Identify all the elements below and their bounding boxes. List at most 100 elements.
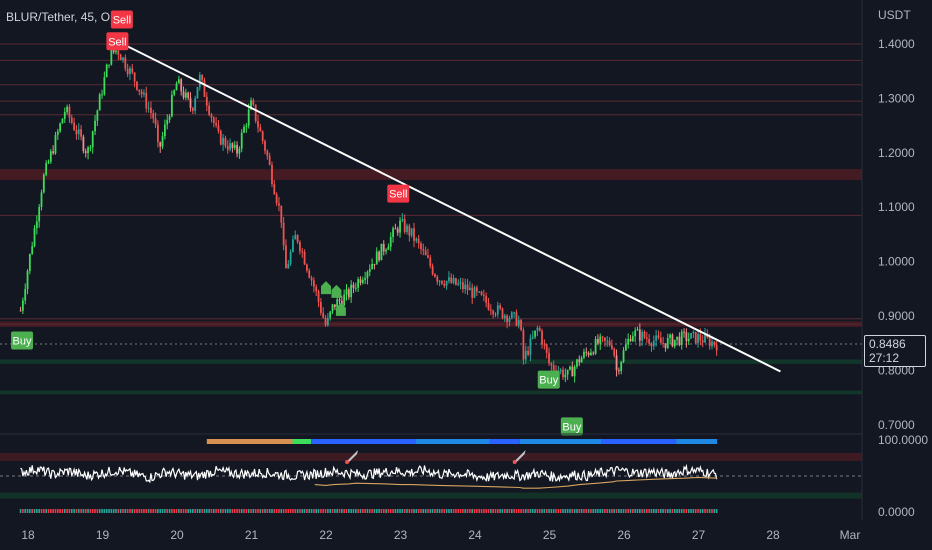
histogram-bar [625, 509, 627, 513]
histogram-bar [180, 509, 182, 513]
candle-body [669, 334, 671, 338]
candle-body [212, 117, 215, 124]
candle-body [194, 98, 197, 111]
trendline[interactable] [116, 40, 781, 373]
pattern-marker [335, 302, 346, 316]
histogram-bar [271, 509, 273, 513]
candle-body [636, 329, 639, 331]
candle-body [534, 330, 536, 337]
candle-body [198, 74, 201, 88]
candle-body [597, 338, 599, 344]
histogram-bar [280, 509, 283, 513]
candle-body [166, 119, 169, 125]
candle-body [464, 284, 467, 290]
histogram-bar [98, 509, 101, 513]
histogram-bar [394, 509, 397, 513]
candle-body [659, 338, 662, 343]
histogram-bar [245, 509, 248, 513]
histogram-bar [306, 509, 308, 513]
histogram-bar [154, 509, 157, 513]
sell-signal-box [106, 32, 129, 51]
histogram-bar [101, 509, 103, 513]
candle-body [399, 220, 401, 233]
histogram-bar [571, 509, 574, 513]
indicator-pane [0, 433, 862, 513]
histogram-bar [131, 509, 134, 513]
histogram-bar [324, 509, 327, 513]
candle-body [343, 294, 346, 306]
histogram-bar [185, 509, 187, 513]
candle-body [389, 236, 392, 247]
histogram-bar [285, 509, 287, 513]
histogram-bar [401, 509, 404, 513]
histogram-bar [692, 509, 695, 513]
candle-body [138, 89, 141, 92]
histogram-bar [501, 509, 504, 513]
candle-body [461, 282, 464, 290]
candle-body [70, 117, 73, 123]
candle-body [645, 337, 648, 339]
histogram-bar [192, 509, 194, 513]
bar-countdown: 27:12 [869, 351, 900, 365]
price-tick-label: 1.1000 [878, 200, 915, 214]
candle-body [559, 369, 562, 372]
candle-body [280, 205, 283, 223]
candle-body [152, 113, 155, 119]
candle-body [541, 330, 543, 345]
candle-body [357, 279, 360, 288]
candle-body [126, 68, 129, 75]
candle-body [56, 131, 59, 135]
histogram-bar [224, 509, 227, 513]
histogram-bar [29, 509, 31, 513]
histogram-bar [639, 509, 641, 513]
candle-body [590, 352, 592, 355]
histogram-bar [103, 509, 106, 513]
candle-body [147, 107, 150, 109]
histogram-bar [715, 509, 718, 513]
candle-body [545, 344, 548, 353]
histogram-bar [608, 509, 611, 513]
candle-body [406, 225, 408, 233]
chart-title: BLUR/Tether, 45, O [6, 10, 111, 24]
candle-body [257, 121, 259, 128]
histogram-bar [555, 509, 557, 513]
histogram-bar [422, 509, 425, 513]
rocket-flame [512, 460, 517, 464]
candle-body [224, 137, 227, 147]
time-tick-label: 28 [766, 528, 780, 542]
time-tick-label: 26 [617, 528, 631, 542]
sell-signal: Sell [110, 10, 133, 29]
histogram-bar [576, 509, 578, 513]
histogram-bar [694, 509, 697, 513]
price-tick-label: 0.7000 [878, 418, 915, 432]
histogram-bar [417, 509, 420, 513]
candle-body [301, 251, 304, 253]
candle-body [368, 269, 371, 272]
candle-body [159, 142, 162, 147]
histogram-bar [585, 509, 588, 513]
candle-body [662, 342, 665, 344]
candle-body [299, 241, 301, 252]
histogram-bar [548, 509, 550, 513]
candle-body [24, 289, 27, 301]
candle-body [250, 100, 252, 110]
histogram-bar [138, 509, 141, 513]
candle-body [473, 287, 476, 298]
histogram-bar [396, 509, 399, 513]
histogram-bar [303, 509, 306, 513]
histogram-bar [229, 509, 231, 513]
histogram-bar [413, 509, 415, 513]
histogram-bar [697, 509, 699, 513]
histogram-bar [371, 509, 373, 513]
candle-body [482, 294, 485, 297]
candle-body [580, 357, 583, 363]
histogram-bar [136, 509, 138, 513]
candle-body [387, 246, 390, 250]
histogram-bar [289, 509, 292, 513]
candle-body [350, 284, 353, 298]
histogram-bar [87, 509, 89, 513]
trend-ribbon-segment [292, 439, 312, 444]
histogram-bar [599, 509, 602, 513]
candle-body [643, 331, 646, 338]
